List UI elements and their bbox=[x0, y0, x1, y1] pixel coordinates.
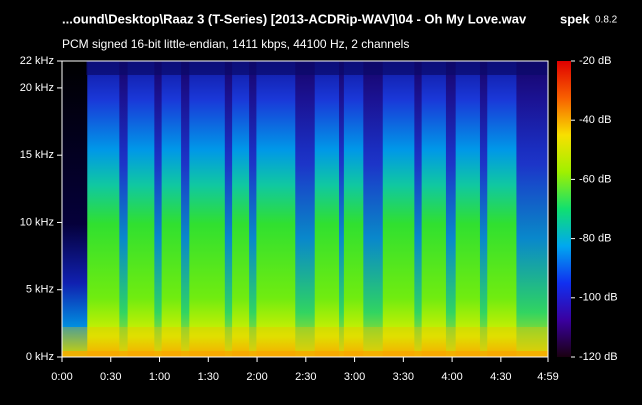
plot-frame bbox=[61, 60, 549, 358]
x-tick-label: 3:30 bbox=[393, 371, 414, 383]
intro-band bbox=[62, 61, 88, 357]
quiet-band bbox=[295, 61, 315, 357]
x-tick-label: 2:30 bbox=[295, 371, 316, 383]
x-tick-label: 2:00 bbox=[246, 371, 267, 383]
colorbar-tick-label: -120 dB bbox=[579, 351, 618, 363]
x-tick-label: 3:00 bbox=[344, 371, 365, 383]
y-tick-label: 0 kHz bbox=[26, 351, 54, 363]
quiet-band bbox=[414, 61, 422, 357]
y-tick-label: 15 kHz bbox=[20, 149, 54, 161]
quiet-band bbox=[224, 61, 233, 357]
colorbar-tick-label: -20 dB bbox=[579, 55, 611, 67]
colorbar-tick-label: -80 dB bbox=[579, 233, 611, 245]
x-tick-label: 4:00 bbox=[441, 371, 462, 383]
quiet-band bbox=[445, 61, 456, 357]
quiet-band bbox=[516, 61, 548, 357]
x-tick-label: 1:30 bbox=[198, 371, 219, 383]
spectrogram bbox=[62, 61, 549, 357]
quiet-band bbox=[479, 61, 488, 357]
x-tick-label: 0:00 bbox=[51, 371, 72, 383]
quiet-band bbox=[249, 61, 257, 357]
quiet-band bbox=[181, 61, 190, 357]
quiet-band bbox=[363, 61, 383, 357]
y-tick-label: 5 kHz bbox=[26, 284, 54, 296]
floor-band bbox=[62, 351, 548, 357]
x-tick-label: 4:59 bbox=[537, 371, 558, 383]
quiet-band bbox=[154, 61, 162, 357]
chart-subtitle: PCM signed 16-bit little-endian, 1411 kb… bbox=[62, 37, 409, 51]
app-version: 0.8.2 bbox=[595, 15, 618, 26]
y-tick-label: 10 kHz bbox=[20, 216, 54, 228]
y-tick-label: 22 kHz bbox=[20, 55, 54, 67]
app-name: spek bbox=[560, 11, 590, 26]
x-tick-label: 0:30 bbox=[100, 371, 121, 383]
chart-title: ...ound\Desktop\Raaz 3 (T-Series) [2013-… bbox=[62, 11, 527, 26]
colorbar-tick-label: -60 dB bbox=[579, 173, 611, 185]
quiet-band bbox=[339, 61, 344, 357]
top-band bbox=[86, 61, 549, 75]
colorbar-tick-label: -40 dB bbox=[579, 114, 611, 126]
colorbar-tick-label: -100 dB bbox=[579, 292, 618, 304]
x-tick-label: 4:30 bbox=[490, 371, 511, 383]
x-tick-label: 1:00 bbox=[149, 371, 170, 383]
y-tick-label: 20 kHz bbox=[20, 82, 54, 94]
quiet-band bbox=[119, 61, 128, 357]
colorbar bbox=[557, 61, 571, 357]
